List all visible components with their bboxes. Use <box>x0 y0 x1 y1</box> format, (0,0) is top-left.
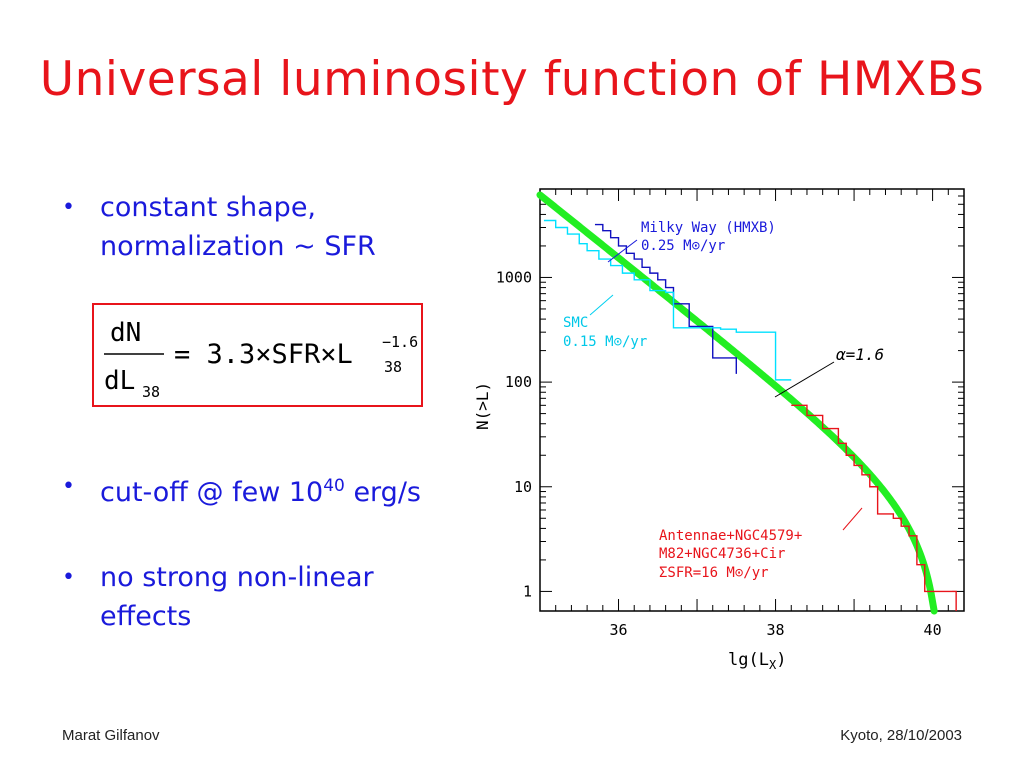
x-tick-label: 38 <box>767 621 785 639</box>
y-tick-label: 100 <box>505 373 532 391</box>
y-axis-label: N(>L) <box>473 382 492 430</box>
annotation-antennae-line2: M82+NGC4736+Cir <box>659 546 785 562</box>
bullet-icon: • <box>62 565 75 590</box>
chart-annotations: Milky Way (HMXB) 0.25 M⊙/yr SMC 0.15 M⊙/… <box>563 220 884 581</box>
pointer-milky-way <box>607 239 638 263</box>
bullet-text-post: erg/s <box>344 477 421 508</box>
bullet-text: constant shape, normalization ~ SFR <box>100 192 376 262</box>
footer-date: Kyoto, 28/10/2003 <box>840 727 962 744</box>
bullet-text-pre: cut-off @ few 10 <box>100 477 324 508</box>
footer-author: Marat Gilfanov <box>62 727 160 744</box>
annotation-antennae-line1: Antennae+NGC4579+ <box>659 528 802 544</box>
formula-rhs-sub: 38 <box>384 358 402 376</box>
formula-denominator: dL <box>104 366 135 396</box>
annotation-smc-sfr: 0.15 M⊙/yr <box>563 334 647 350</box>
annotation-antennae-line3: ΣSFR=16 M⊙/yr <box>659 565 769 581</box>
annotation-milky-way: Milky Way (HMXB) <box>641 220 776 236</box>
annotation-alpha: α=1.6 <box>836 345 884 364</box>
step-series <box>594 223 737 374</box>
bullet-text: cut-off @ few 1040 erg/s <box>100 467 440 512</box>
pointer-antennae <box>842 507 863 531</box>
bullet-icon: • <box>62 195 75 220</box>
bullet-icon: • <box>62 474 75 499</box>
y-tick-label: 10 <box>514 478 532 496</box>
plot-frame <box>539 188 965 612</box>
formula-box: dN dL 38 = 3.3×SFR×L 38 −1.6 <box>92 303 423 407</box>
formula-rhs-sup: −1.6 <box>382 333 418 351</box>
bullet-text: no strong non-linear effects <box>100 562 374 632</box>
formula-den-sub: 38 <box>142 383 160 401</box>
annotation-smc: SMC <box>563 315 588 331</box>
annotation-milky-way-sfr: 0.25 M⊙/yr <box>641 238 725 254</box>
y-tick-label: 1000 <box>496 268 532 286</box>
formula-numerator: dN <box>110 318 141 348</box>
pointer-smc <box>589 294 614 316</box>
pointer-alpha <box>774 361 835 398</box>
tick-labels: 36 38 40 1 10 100 1000 <box>496 268 942 639</box>
x-axis-label: lg(LX) <box>728 650 786 672</box>
y-tick-label: 1 <box>523 582 532 600</box>
bullet-superscript: 40 <box>323 476 345 496</box>
step-series <box>791 404 957 611</box>
model-curve <box>536 191 938 615</box>
chart-series <box>536 191 957 615</box>
step-series <box>543 219 792 381</box>
formula: dN dL 38 = 3.3×SFR×L 38 −1.6 <box>104 318 418 401</box>
formula-rhs: = 3.3×SFR×L <box>174 339 353 370</box>
x-tick-label: 36 <box>609 621 627 639</box>
x-tick-label: 40 <box>924 621 942 639</box>
slide-title: Universal luminosity function of HMXBs <box>39 52 985 107</box>
